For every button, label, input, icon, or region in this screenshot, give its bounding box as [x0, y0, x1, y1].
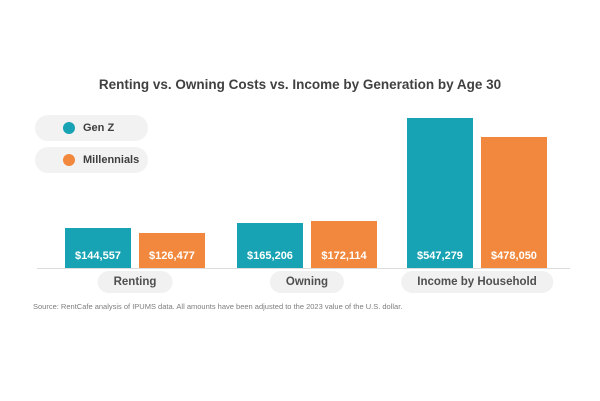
bar-value-label: $172,114: [321, 250, 367, 262]
plot-area: $144,557 $126,477 Renting $165,206 $172,114 O…: [37, 110, 570, 293]
bar-renting-millennials: $126,477: [139, 233, 205, 268]
category-label-renting: Renting: [97, 271, 173, 293]
gen-z-legend-dot-icon: [63, 122, 75, 134]
legend: Gen Z Millennials: [35, 115, 148, 173]
bar-owning-gen-z: $165,206: [237, 223, 303, 268]
legend-label: Gen Z: [83, 122, 115, 134]
legend-label: Millennials: [83, 154, 140, 166]
category-label-income-by-household: Income by Household: [401, 271, 553, 293]
bar-value-label: $165,206: [247, 250, 293, 262]
bar-renting-gen-z: $144,557: [65, 228, 131, 268]
category-label-owning: Owning: [269, 271, 345, 293]
source-note: Source: RentCafe analysis of IPUMS data.…: [33, 302, 403, 311]
bar-value-label: $478,050: [491, 250, 537, 262]
chart-title: Renting vs. Owning Costs vs. Income by G…: [98, 77, 502, 92]
bar-owning-millennials: $172,114: [311, 221, 377, 268]
bar-value-label: $144,557: [75, 250, 121, 262]
bar-value-label: $547,279: [417, 250, 463, 262]
legend-item-millennials: Millennials: [35, 147, 148, 173]
millennials-legend-dot-icon: [63, 154, 75, 166]
bar-income-by-household-millennials: $478,050: [481, 137, 547, 268]
bar-income-by-household-gen-z: $547,279: [407, 118, 473, 268]
legend-item-gen-z: Gen Z: [35, 115, 148, 141]
bar-value-label: $126,477: [149, 250, 195, 262]
x-axis-baseline: [37, 268, 570, 269]
